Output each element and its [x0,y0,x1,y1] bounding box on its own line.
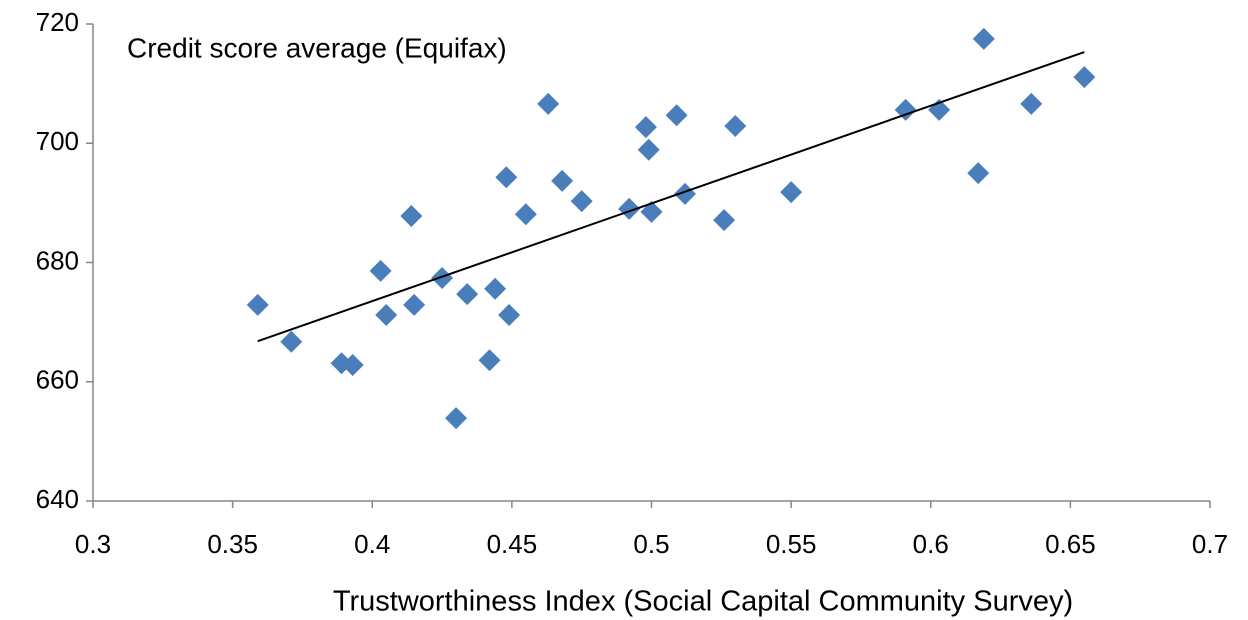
x-tick-label: 0.35 [207,529,258,559]
point [537,92,560,115]
point [724,114,747,137]
point [246,293,269,316]
point [570,190,593,213]
point [495,166,518,189]
trendline [257,51,1085,343]
point [445,407,468,430]
point [400,204,423,227]
point [498,303,521,326]
x-tick-label: 0.6 [913,529,949,559]
point [551,169,574,192]
point [484,277,507,300]
point [431,267,454,290]
point [618,197,641,220]
point [637,138,660,161]
x-tick-label: 0.55 [766,529,817,559]
y-tick-label: 720 [36,7,79,37]
x-tick-label: 0.45 [487,529,538,559]
point [634,116,657,139]
y-tick-label: 680 [36,245,79,275]
x-tick-label: 0.3 [75,529,111,559]
point [894,98,917,121]
point [780,181,803,204]
point [1073,66,1096,89]
point [967,162,990,185]
y-tick-label: 660 [36,365,79,395]
x-tick-label: 0.5 [633,529,669,559]
point [280,330,303,353]
point [478,349,501,372]
point [456,283,479,306]
x-tick-label: 0.4 [354,529,390,559]
point [514,203,537,226]
x-axis-label: Trustworthiness Index (Social Capital Co… [333,586,1073,618]
y-tick-label: 700 [36,126,79,156]
point [403,293,426,316]
point [375,303,398,326]
point [972,27,995,50]
point [674,182,697,205]
x-tick-label: 0.65 [1045,529,1096,559]
y-tick-label: 640 [36,484,79,514]
point [713,209,736,232]
x-tick-label: 0.7 [1192,529,1228,559]
annotation: Credit score average (Equifax) [127,32,507,63]
point [341,354,364,377]
point [665,104,688,127]
point [369,259,392,282]
point [1020,92,1043,115]
